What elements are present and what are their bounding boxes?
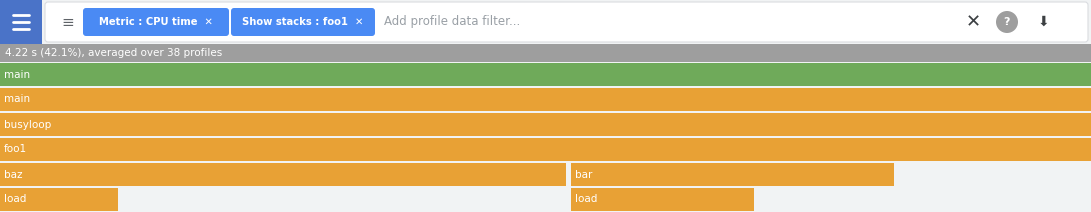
Bar: [571, 163, 894, 186]
FancyBboxPatch shape: [231, 8, 375, 36]
Text: main: main: [4, 95, 31, 105]
Bar: [0, 163, 566, 186]
Bar: [0, 0, 41, 44]
Text: 4.22 s (42.1%), averaged over 38 profiles: 4.22 s (42.1%), averaged over 38 profile…: [5, 48, 223, 58]
FancyBboxPatch shape: [45, 2, 1088, 42]
Text: ≡: ≡: [61, 14, 74, 29]
Text: ✕: ✕: [966, 13, 981, 31]
Text: foo1: foo1: [4, 145, 27, 155]
Bar: [0, 113, 1091, 136]
Text: Add profile data filter...: Add profile data filter...: [384, 15, 520, 28]
Text: busyloop: busyloop: [4, 120, 51, 130]
Bar: [0, 188, 118, 211]
Text: load: load: [4, 194, 26, 205]
Text: baz: baz: [4, 170, 23, 180]
Text: ⬇: ⬇: [1038, 15, 1048, 29]
Bar: [0, 44, 1091, 62]
Text: Metric : CPU time  ✕: Metric : CPU time ✕: [99, 17, 213, 27]
Bar: [0, 63, 1091, 86]
Text: Show stacks : foo1  ✕: Show stacks : foo1 ✕: [242, 17, 363, 27]
Bar: [571, 188, 754, 211]
FancyBboxPatch shape: [83, 8, 229, 36]
Bar: [0, 138, 1091, 161]
Text: bar: bar: [575, 170, 592, 180]
Circle shape: [996, 11, 1018, 33]
Bar: [0, 0, 1091, 44]
Text: ?: ?: [1004, 17, 1010, 27]
Text: main: main: [4, 70, 31, 80]
Text: load: load: [575, 194, 597, 205]
Bar: [0, 88, 1091, 111]
